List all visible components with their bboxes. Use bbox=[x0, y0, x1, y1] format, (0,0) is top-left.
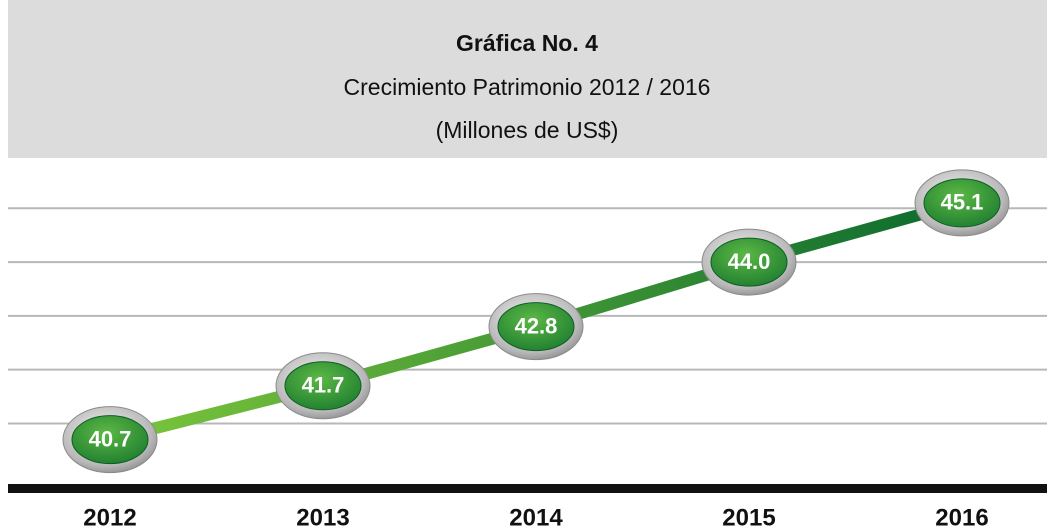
plot: 2012 2013 2014 2015 2016 40.7 41.7 42.8 44.0 45.1 bbox=[8, 169, 1047, 531]
marker bbox=[284, 361, 362, 411]
x-tick-label: 2015 bbox=[722, 504, 775, 531]
data-label: 44.0 bbox=[728, 249, 771, 274]
x-tick-label: 2016 bbox=[935, 504, 988, 531]
x-tick-label: 2012 bbox=[83, 504, 136, 531]
data-label: 45.1 bbox=[941, 190, 984, 215]
marker bbox=[923, 178, 1001, 228]
chart-title: Gráfica No. 4 bbox=[456, 30, 598, 56]
data-label: 42.8 bbox=[515, 313, 558, 338]
data-label: 40.7 bbox=[89, 426, 132, 451]
x-tick-label: 2014 bbox=[509, 504, 563, 531]
title-panel bbox=[8, 0, 1047, 158]
x-axis bbox=[8, 484, 1047, 493]
marker bbox=[497, 302, 575, 352]
x-tick-label: 2013 bbox=[296, 504, 349, 531]
chart-subtitle: Crecimiento Patrimonio 2012 / 2016 bbox=[344, 74, 711, 100]
chart-subtitle: (Millones de US$) bbox=[436, 117, 619, 143]
marker bbox=[710, 237, 788, 287]
data-label: 41.7 bbox=[302, 373, 345, 398]
marker bbox=[71, 415, 149, 465]
